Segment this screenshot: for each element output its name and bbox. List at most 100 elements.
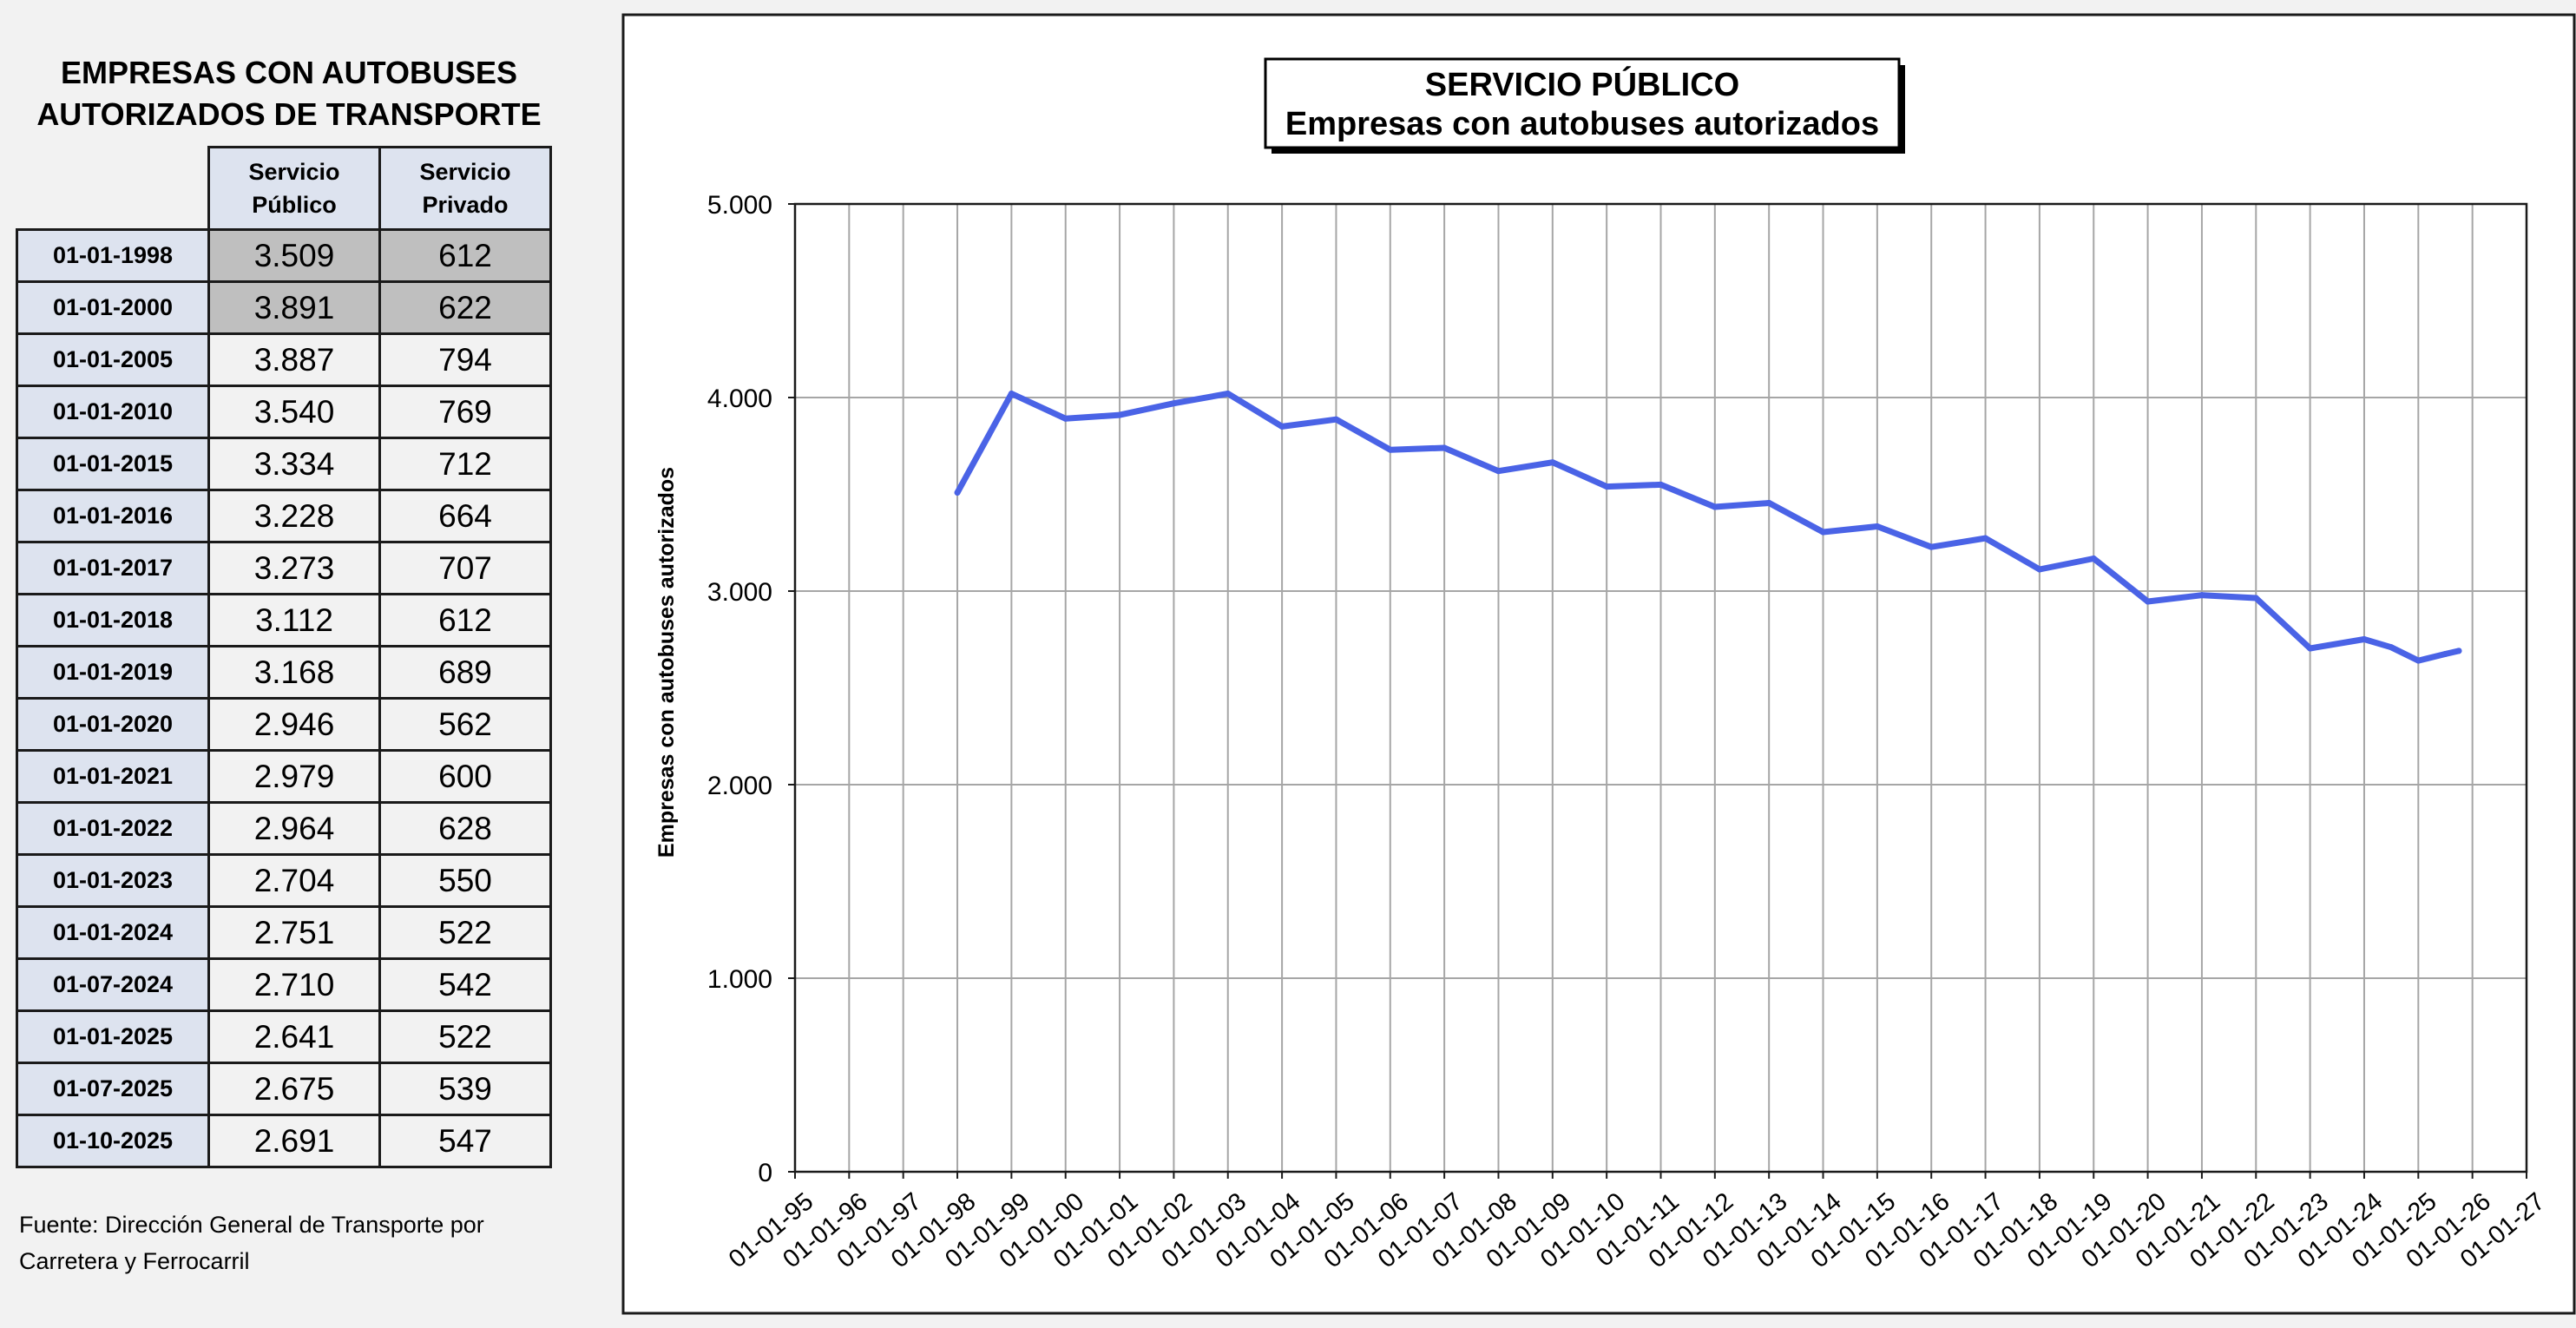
data-point bbox=[1441, 444, 1448, 451]
row-date: 01-01-2016 bbox=[16, 489, 210, 543]
data-point bbox=[2145, 598, 2152, 605]
data-point bbox=[1333, 416, 1340, 423]
row-privado: 712 bbox=[378, 437, 552, 491]
table-title: EMPRESAS CON AUTOBUSES AUTORIZADOS DE TR… bbox=[16, 52, 562, 135]
data-point bbox=[1549, 459, 1556, 466]
row-date: 01-10-2025 bbox=[16, 1114, 210, 1168]
data-point bbox=[2090, 556, 2097, 562]
data-point bbox=[1170, 400, 1177, 407]
row-publico: 2.751 bbox=[207, 905, 381, 960]
row-privado: 689 bbox=[378, 645, 552, 700]
row-date: 01-01-2019 bbox=[16, 645, 210, 700]
table-row: 01-01-2022 2.964 628 bbox=[16, 801, 552, 856]
data-point bbox=[1874, 523, 1881, 530]
row-publico: 3.540 bbox=[207, 385, 381, 439]
data-point bbox=[1278, 423, 1285, 430]
row-date: 01-01-2005 bbox=[16, 332, 210, 387]
row-publico: 2.964 bbox=[207, 801, 381, 856]
table-row: 01-01-2005 3.887 794 bbox=[16, 332, 552, 387]
source-line1: Fuente: Dirección General de Transporte … bbox=[19, 1212, 484, 1238]
table-row: 01-01-2020 2.946 562 bbox=[16, 697, 552, 752]
data-point bbox=[2252, 595, 2259, 602]
data-point bbox=[2388, 644, 2395, 651]
data-point bbox=[1765, 500, 1772, 507]
row-privado: 622 bbox=[378, 280, 552, 335]
row-privado: 547 bbox=[378, 1114, 552, 1168]
data-point bbox=[1603, 483, 1610, 490]
data-point bbox=[1712, 503, 1718, 510]
row-publico: 3.334 bbox=[207, 437, 381, 491]
data-point bbox=[2441, 650, 2448, 657]
table-row: 01-01-2015 3.334 712 bbox=[16, 437, 552, 491]
data-table: Servicio Público Servicio Privado 01-01-… bbox=[16, 146, 552, 1168]
data-point bbox=[2415, 657, 2422, 664]
table-row: 01-01-2017 3.273 707 bbox=[16, 541, 552, 595]
table-row: 01-01-1998 3.509 612 bbox=[16, 228, 552, 283]
data-point bbox=[1820, 529, 1827, 536]
row-privado: 522 bbox=[378, 905, 552, 960]
row-privado: 522 bbox=[378, 1009, 552, 1064]
table-row: 01-01-2023 2.704 550 bbox=[16, 853, 552, 908]
row-publico: 3.273 bbox=[207, 541, 381, 595]
row-publico: 3.168 bbox=[207, 645, 381, 700]
y-tick-label: 2.000 bbox=[707, 772, 772, 800]
row-publico: 2.704 bbox=[207, 853, 381, 908]
row-date: 01-01-2015 bbox=[16, 437, 210, 491]
data-point bbox=[1928, 543, 1935, 550]
row-publico: 2.979 bbox=[207, 749, 381, 804]
source-line2: Carretera y Ferrocarril bbox=[19, 1248, 250, 1274]
table-row: 01-07-2024 2.710 542 bbox=[16, 957, 552, 1012]
data-point bbox=[1116, 411, 1123, 418]
chart-title-line2: Empresas con autobuses autorizados bbox=[1285, 106, 1879, 142]
data-point bbox=[1982, 535, 1989, 542]
row-privado: 539 bbox=[378, 1062, 552, 1116]
row-privado: 600 bbox=[378, 749, 552, 804]
data-point bbox=[1225, 391, 1232, 398]
table-title-line1: EMPRESAS CON AUTOBUSES bbox=[60, 55, 518, 90]
row-date: 01-01-2025 bbox=[16, 1009, 210, 1064]
data-point bbox=[1495, 468, 1502, 475]
table-row: 01-01-2000 3.891 622 bbox=[16, 280, 552, 335]
row-date: 01-01-1998 bbox=[16, 228, 210, 283]
header-servicio-publico: Servicio Público bbox=[207, 146, 381, 231]
row-privado: 612 bbox=[378, 228, 552, 283]
row-publico: 3.887 bbox=[207, 332, 381, 387]
row-date: 01-01-2017 bbox=[16, 541, 210, 595]
row-privado: 707 bbox=[378, 541, 552, 595]
row-privado: 628 bbox=[378, 801, 552, 856]
row-date: 01-07-2024 bbox=[16, 957, 210, 1012]
row-publico: 2.641 bbox=[207, 1009, 381, 1064]
table-row: 01-01-2021 2.979 600 bbox=[16, 749, 552, 804]
header-servicio-privado: Servicio Privado bbox=[378, 146, 552, 231]
row-date: 01-01-2022 bbox=[16, 801, 210, 856]
row-date: 01-01-2023 bbox=[16, 853, 210, 908]
table-row: 01-01-2025 2.641 522 bbox=[16, 1009, 552, 1064]
row-date: 01-01-2020 bbox=[16, 697, 210, 752]
y-axis-ticks: 0 1.000 2.000 3.000 4.000 5.000 bbox=[707, 191, 795, 1187]
header-publico-line2: Público bbox=[252, 192, 337, 218]
y-tick-label: 5.000 bbox=[707, 191, 772, 220]
data-point bbox=[1008, 391, 1015, 398]
source-note: Fuente: Dirección General de Transporte … bbox=[19, 1206, 575, 1279]
data-point bbox=[2361, 636, 2368, 643]
row-privado: 794 bbox=[378, 332, 552, 387]
table-body: 01-01-1998 3.509 612 01-01-2000 3.891 622 01-0… bbox=[16, 228, 552, 1168]
data-point bbox=[2198, 592, 2205, 599]
data-point bbox=[1387, 446, 1394, 453]
chart-title-line1: SERVICIO PÚBLICO bbox=[1425, 65, 1739, 103]
chart-title-box bbox=[1264, 57, 1901, 149]
table-header-row: Servicio Público Servicio Privado bbox=[17, 146, 552, 231]
row-date: 01-01-2024 bbox=[16, 905, 210, 960]
header-publico-line1: Servicio bbox=[248, 159, 340, 185]
series-layer bbox=[954, 391, 2462, 664]
row-publico: 2.675 bbox=[207, 1062, 381, 1116]
table-row: 01-01-2010 3.540 769 bbox=[16, 385, 552, 439]
data-point bbox=[2036, 566, 2043, 573]
y-tick-label: 1.000 bbox=[707, 965, 772, 994]
data-point bbox=[2455, 648, 2462, 654]
row-privado: 769 bbox=[378, 385, 552, 439]
y-tick-label: 0 bbox=[758, 1159, 772, 1187]
row-privado: 612 bbox=[378, 593, 552, 648]
row-publico: 2.710 bbox=[207, 957, 381, 1012]
row-publico: 2.946 bbox=[207, 697, 381, 752]
